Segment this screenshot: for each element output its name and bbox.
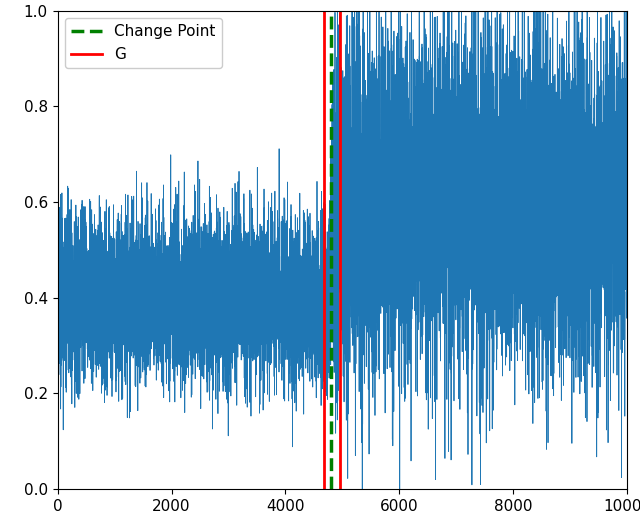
Legend: Change Point, G: Change Point, G xyxy=(65,18,221,68)
